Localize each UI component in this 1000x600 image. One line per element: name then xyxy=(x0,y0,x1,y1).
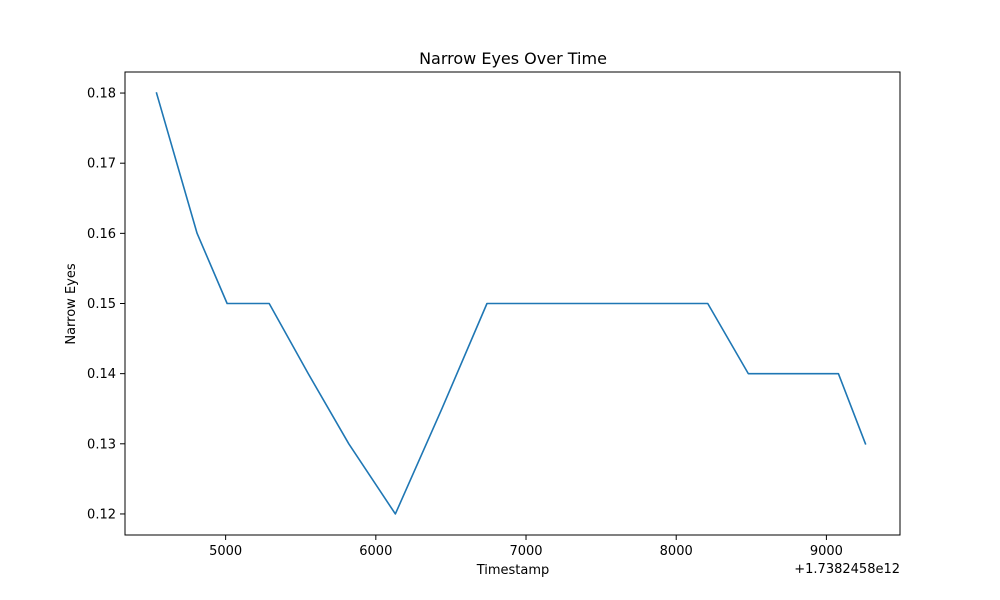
y-tick-label: 0.18 xyxy=(87,87,116,102)
y-tick-label: 0.16 xyxy=(87,227,116,242)
x-tick-label: 8000 xyxy=(660,544,693,559)
y-axis-label: Narrow Eyes xyxy=(64,263,79,344)
x-tick-label: 7000 xyxy=(509,544,542,559)
x-axis-label: Timestamp xyxy=(476,563,550,578)
chart-title: Narrow Eyes Over Time xyxy=(419,49,607,68)
y-tick-label: 0.13 xyxy=(87,437,116,452)
series-layer xyxy=(155,92,867,515)
series-line xyxy=(155,92,867,515)
x-axis-offset-label: +1.7382458e12 xyxy=(794,562,900,577)
y-tick-label: 0.12 xyxy=(87,507,116,522)
y-tick-label: 0.14 xyxy=(87,367,116,382)
x-tick-label: 9000 xyxy=(810,544,843,559)
y-tick-label: 0.17 xyxy=(87,157,116,172)
y-axis-ticks: 0.12 0.13 0.14 0.15 0.16 0.17 0.18 xyxy=(87,87,125,522)
x-axis-ticks: 5000 6000 7000 8000 9000 xyxy=(209,535,843,559)
y-tick-label: 0.15 xyxy=(87,297,116,312)
x-tick-label: 6000 xyxy=(359,544,392,559)
x-tick-label: 5000 xyxy=(209,544,242,559)
